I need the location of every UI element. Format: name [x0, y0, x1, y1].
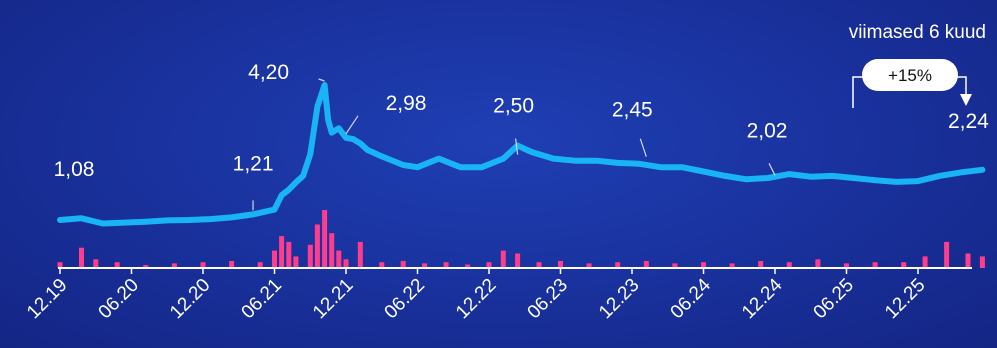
annotation-leader — [345, 115, 359, 135]
volume-bar — [643, 261, 649, 268]
volume-bar — [314, 224, 320, 268]
volume-bar — [286, 241, 292, 268]
x-tick-label: 12.21 — [309, 275, 357, 323]
x-tick-label: 06.22 — [381, 275, 429, 323]
annotation-leader — [639, 138, 647, 157]
volume-bar — [307, 244, 313, 268]
volume-bar — [272, 250, 277, 268]
volume-bar — [844, 263, 849, 268]
volume-bar — [379, 262, 385, 268]
x-tick-label: 12.25 — [881, 275, 929, 323]
down-arrow-icon — [960, 94, 972, 106]
x-tick-label: 06.20 — [95, 275, 143, 323]
volume-bar — [558, 261, 563, 268]
volume-bar — [114, 262, 120, 268]
x-tick-label: 12.24 — [738, 274, 787, 323]
x-tick-label: 12.19 — [23, 275, 71, 323]
price-annotation-label: 2,45 — [612, 99, 653, 122]
volume-bar — [701, 262, 706, 268]
volume-bar — [143, 265, 149, 268]
x-tick-label: 06.23 — [524, 275, 572, 323]
x-tick-label: 06.25 — [810, 275, 858, 323]
volume-bar — [293, 256, 299, 268]
price-annotations: 1,08 1,21 4,20 2,98 2,50 2,45 2,02 2,24 — [54, 61, 989, 211]
volume-bar — [486, 262, 492, 268]
period-note: viimased 6 kuud — [849, 22, 986, 43]
volume-bar — [758, 261, 764, 268]
x-tick-label: 12.22 — [452, 275, 500, 323]
volume-bar — [171, 263, 177, 268]
volume-bar — [93, 259, 99, 268]
volume-bar — [329, 233, 335, 268]
period-change-value: +15% — [888, 66, 932, 85]
volume-bar — [786, 262, 792, 268]
price-annotation-label: 1,08 — [54, 158, 95, 181]
volume-bar — [465, 264, 471, 268]
volume-bar — [515, 253, 521, 268]
period-change-indicator: +15% — [852, 59, 972, 108]
volume-bar — [944, 241, 950, 268]
x-tick-label: 12.20 — [166, 275, 214, 323]
price-annotation-label: 1,21 — [233, 152, 274, 175]
volume-bar — [901, 262, 907, 268]
volume-bar — [79, 247, 84, 268]
annotation-leader — [768, 163, 776, 176]
volume-bar — [279, 236, 285, 268]
volume-bar — [57, 262, 63, 268]
price-annotation-label: 2,24 — [948, 110, 989, 133]
volume-bar — [336, 250, 342, 268]
volume-bars — [57, 210, 985, 268]
volume-bar — [536, 262, 542, 268]
price-annotation-label: 4,20 — [248, 61, 289, 84]
volume-bar — [615, 262, 621, 268]
x-tick-label: 06.21 — [238, 275, 286, 323]
volume-bar — [815, 259, 821, 268]
annotation-leader — [318, 78, 325, 82]
volume-bar — [200, 262, 206, 268]
volume-bar — [500, 250, 506, 268]
volume-bar — [357, 241, 363, 268]
x-tick-label: 06.24 — [667, 274, 716, 323]
price-line — [57, 82, 986, 227]
volume-bar — [922, 256, 928, 268]
volume-bar — [729, 263, 735, 268]
volume-bar — [443, 262, 449, 268]
volume-bar — [965, 253, 971, 268]
volume-bar — [422, 263, 428, 268]
volume-bar — [322, 210, 328, 268]
volume-bar — [872, 262, 878, 268]
x-tick-label: 12.23 — [595, 275, 643, 323]
volume-bar — [257, 262, 263, 268]
volume-bar — [229, 261, 235, 268]
volume-bar — [400, 261, 406, 268]
annotation-leader — [515, 138, 519, 155]
period-change-badge — [862, 59, 958, 91]
volume-bar — [343, 259, 349, 268]
volume-bar — [586, 263, 592, 268]
price-annotation-label: 2,50 — [493, 95, 534, 118]
price-annotation-label: 2,02 — [747, 119, 788, 142]
price-annotation-label: 2,98 — [386, 92, 427, 115]
volume-bar — [979, 256, 985, 268]
x-axis-ticks: 12.19 06.20 12.20 06.21 12.21 06.22 12.22 06.23… — [23, 268, 930, 323]
volume-bar — [672, 263, 678, 268]
